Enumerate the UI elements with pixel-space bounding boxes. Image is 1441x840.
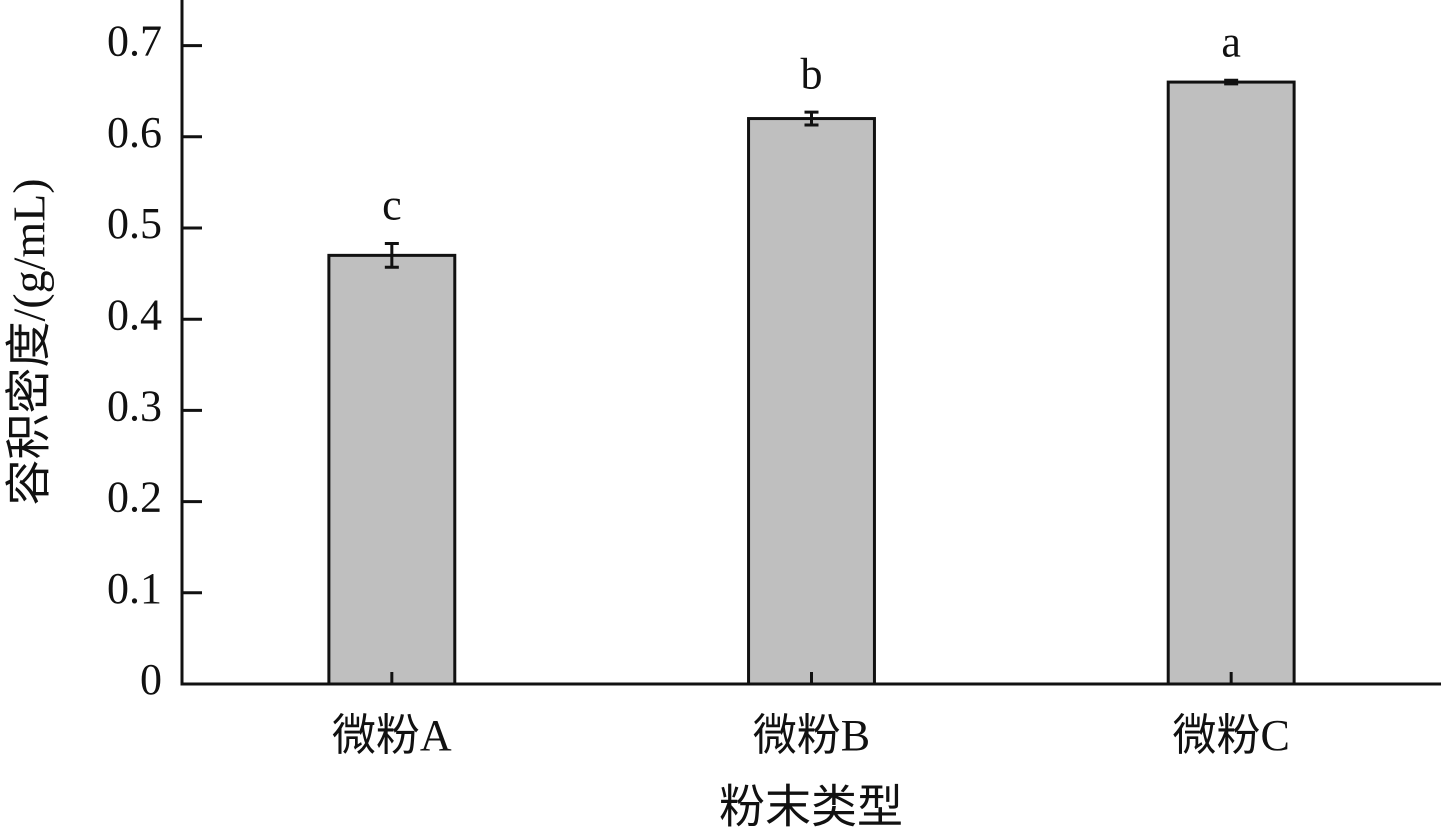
bar	[747, 117, 876, 686]
error-bar	[804, 110, 819, 127]
y-axis-title: 容积密度/(g/mL)	[4, 178, 55, 505]
significance-label: a	[1221, 17, 1241, 66]
x-tick-label: 微粉B	[753, 711, 870, 760]
error-bar	[1224, 78, 1239, 86]
significance-label: b	[801, 49, 823, 98]
y-tick-label: 0.1	[107, 564, 162, 613]
x-tick-label: 微粉A	[332, 711, 452, 760]
y-tick-label: 0.5	[107, 199, 162, 248]
significance-label: c	[382, 181, 402, 230]
y-tick-label: 0.2	[107, 473, 162, 522]
error-bar	[384, 242, 399, 269]
y-tick-label: 0	[140, 655, 162, 704]
y-tick-label: 0.3	[107, 381, 162, 430]
x-axis-title: 粉末类型	[719, 782, 903, 833]
bar	[1166, 80, 1296, 686]
y-tick-label: 0.4	[107, 290, 162, 339]
x-tick-label: 微粉C	[1172, 711, 1289, 760]
y-tick-label: 0.7	[107, 17, 162, 66]
bar	[327, 253, 457, 686]
y-tick-label: 0.6	[107, 108, 162, 157]
